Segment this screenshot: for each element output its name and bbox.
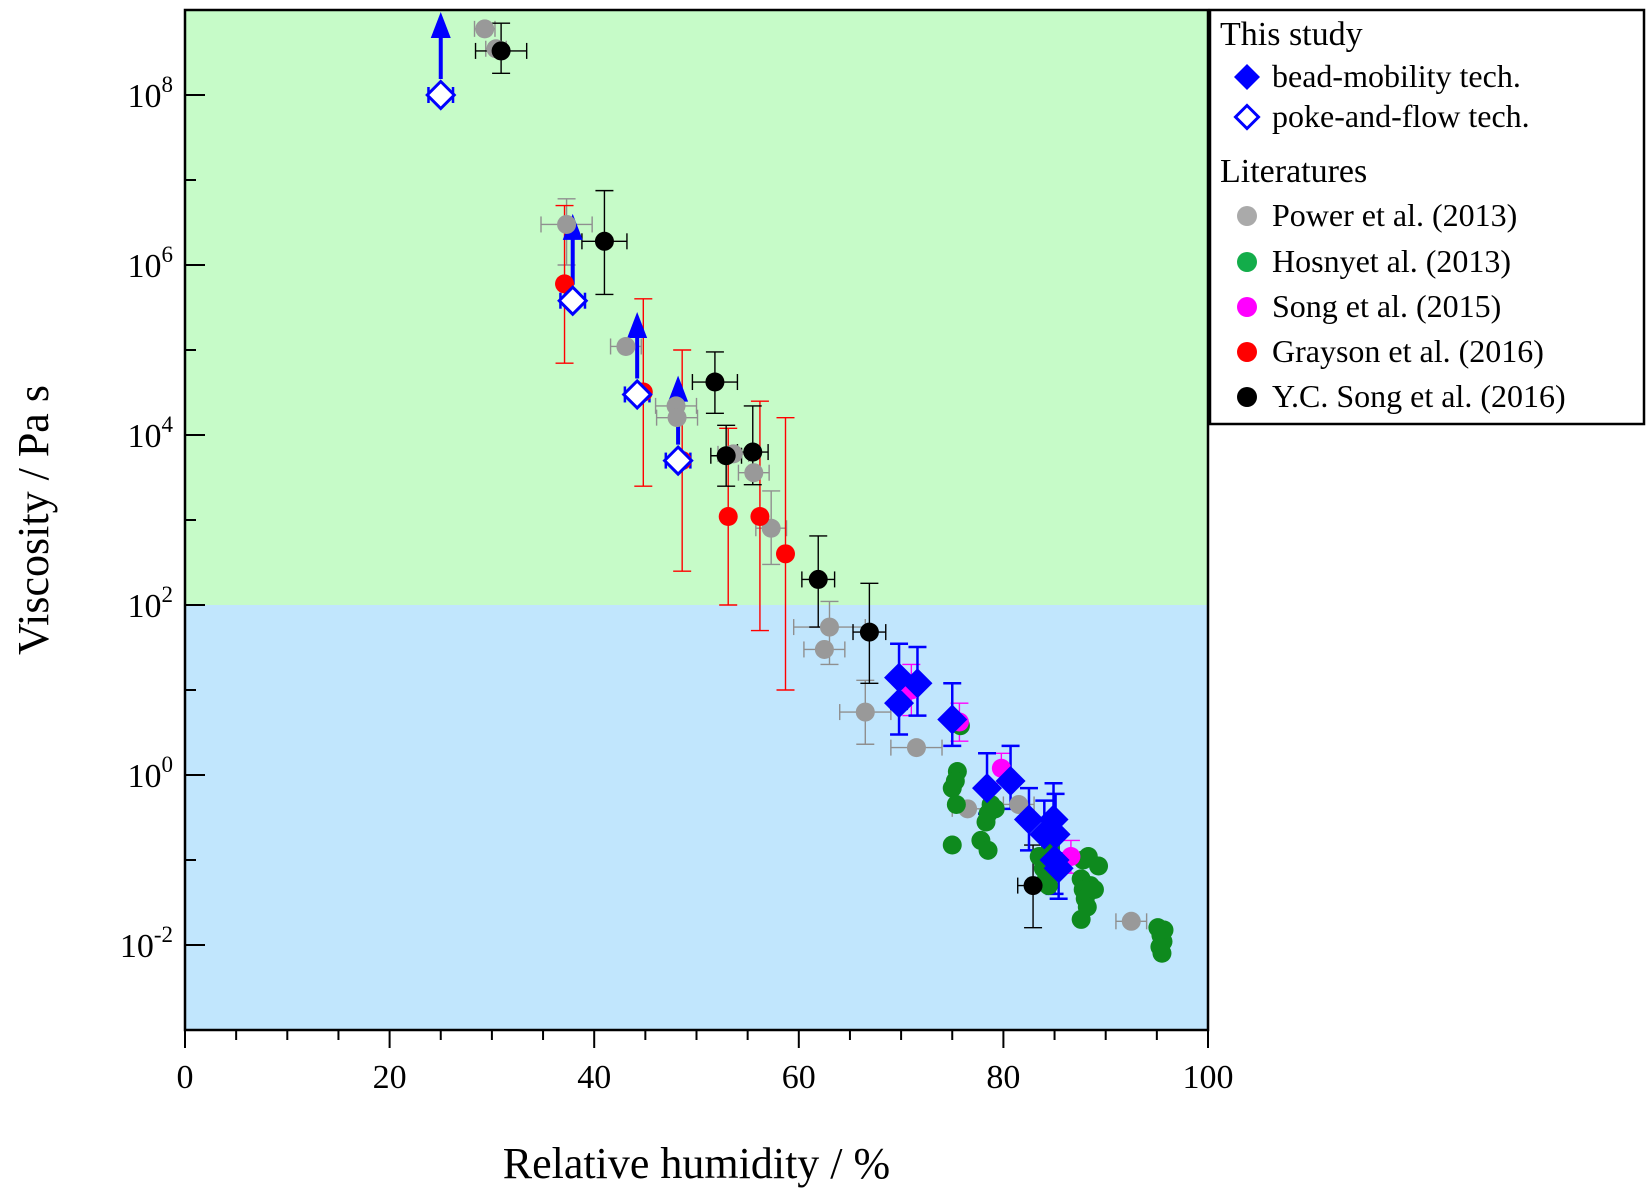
power-et-al-2013-point-10 [814,639,834,659]
power-et-al-2013-point-5 [667,408,687,428]
legend-label-song-2015: Song et al. (2015) [1272,288,1501,324]
bead-mobility-tech-point-3 [937,704,968,735]
y-tick-label: 102 [128,582,174,625]
legend-marker-symbol [1233,103,1261,131]
hosnyet-al-2013-point-22 [1084,879,1104,899]
power-et-al-2013-point-8 [761,518,781,538]
legend-label-yc-song: Y.C. Song et al. (2016) [1272,378,1566,414]
power-et-al-2013-point-2 [557,214,577,234]
legend-marker-poke-and-flow [1233,103,1261,131]
legend-marker-bead-mobility [1234,64,1260,90]
legend-marker-symbol [1237,297,1257,317]
legend-marker-symbol [1237,206,1257,226]
legend-heading-literatures: Literatures [1220,153,1367,190]
y-c-song-et-al-2016-point-3 [716,446,736,466]
poke-and-flow-tech-point-3 [662,444,694,477]
legend-marker-symbol [1234,64,1260,90]
power-et-al-2013-point-11 [855,702,875,722]
y-tick-label: 100 [128,752,174,795]
power-et-al-2013-point-15 [1121,911,1141,931]
bead-mobility-tech-point-1 [902,668,933,699]
legend-marker-power [1237,206,1257,226]
x-tick-label: 100 [1183,1059,1234,1096]
y-c-song-et-al-2016-point-5 [808,569,828,589]
bead-mobility-tech-point-4 [972,773,1003,804]
poke-and-flow-tech-point-0-arrow-head [430,12,451,38]
poke-and-flow-tech-point-2 [621,378,653,411]
legend-marker-hosny [1237,252,1257,272]
poke-and-flow-tech-point-1 [557,285,589,317]
hosnyet-al-2013-point-26 [1071,909,1091,929]
y-c-song-et-al-2016-point-2 [705,372,725,392]
poke-and-flow-tech-point-0 [425,79,457,111]
y-tick-label: 104 [128,412,174,455]
bead-mobility-tech-point-5 [995,765,1026,796]
legend-marker-symbol [1237,342,1257,362]
legend-marker-symbol [1237,252,1257,272]
x-tick-label: 0 [177,1059,194,1096]
legend-marker-grayson [1237,342,1257,362]
hosnyet-al-2013-point-25 [1078,846,1098,866]
legend-label-hosny: Hosnyet al. (2013) [1272,243,1511,279]
power-et-al-2013-point-14 [1009,794,1029,814]
poke-and-flow-tech-point-2-arrow-head [627,311,648,338]
x-tick-label: 60 [782,1059,816,1096]
legend-label-bead-mobility: bead-mobility tech. [1272,58,1521,94]
x-tick-label: 20 [373,1059,407,1096]
x-axis-title: Relative humidity / % [503,1139,890,1188]
bead-mobility-tech-point-6 [1013,804,1044,835]
hosnyet-al-2013-point-11 [978,840,998,860]
hosnyet-al-2013-point-15 [1038,876,1058,896]
hosnyet-al-2013-point-10 [985,799,1005,819]
plot-frame [183,8,1210,1032]
y-c-song-et-al-2016-point-7 [1023,876,1043,896]
grayson-et-al-2016-point-5 [776,544,796,564]
legend-heading-this-study: This study [1220,16,1363,53]
y-c-song-et-al-2016-point-4 [743,442,763,462]
power-et-al-2013-point-0 [475,19,495,39]
legend-marker-symbol [1237,387,1257,407]
y-tick-label: 10-2 [120,922,173,965]
y-axis-ticks: 10-2 100 102 104 106 108 [120,9,205,1031]
grayson-et-al-2016-point-3 [718,506,738,526]
region-0 [185,10,1208,605]
data-points [425,19,1174,963]
poke-and-flow-tech-point-3-arrow-head [668,375,689,402]
bead-mobility-tech-point-9 [1040,819,1071,850]
power-et-al-2013-point-12 [906,738,926,758]
legend-box [1208,8,1646,426]
legend-marker-yc-song [1237,387,1257,407]
hosnyet-al-2013-point-4 [942,835,962,855]
legend-label-poke-and-flow: poke-and-flow tech. [1272,98,1530,134]
grayson-et-al-2016-point-4 [750,506,770,526]
y-axis-title: Viscosity / Pa s [9,385,58,655]
y-tick-label: 106 [128,242,174,285]
legend-label-power: Power et al. (2013) [1272,197,1517,233]
y-c-song-et-al-2016-point-6 [859,622,879,642]
bead-mobility-tech-point-2 [884,688,915,719]
bead-mobility-tech-point-11 [1043,853,1074,884]
x-axis-ticks: 0 20 40 60 80 100 [177,1030,1234,1096]
x-tick-label: 80 [986,1059,1020,1096]
power-et-al-2013-point-3 [616,336,636,356]
legend-marker-song-2015 [1237,297,1257,317]
y-tick-label: 108 [128,72,174,115]
hosnyet-al-2013-point-3 [946,794,966,814]
legend-label-grayson: Grayson et al. (2016) [1272,333,1544,369]
power-et-al-2013-point-7 [744,463,764,483]
y-c-song-et-al-2016-point-1 [594,231,614,251]
y-c-song-et-al-2016-point-0 [491,41,511,61]
power-et-al-2013-point-9 [819,617,839,637]
hosnyet-al-2013-point-2 [942,778,962,798]
hosnyet-al-2013-point-32 [1152,943,1172,963]
x-tick-label: 40 [577,1059,611,1096]
legend: This study bead-mobility tech. poke-and-… [1208,8,1646,426]
